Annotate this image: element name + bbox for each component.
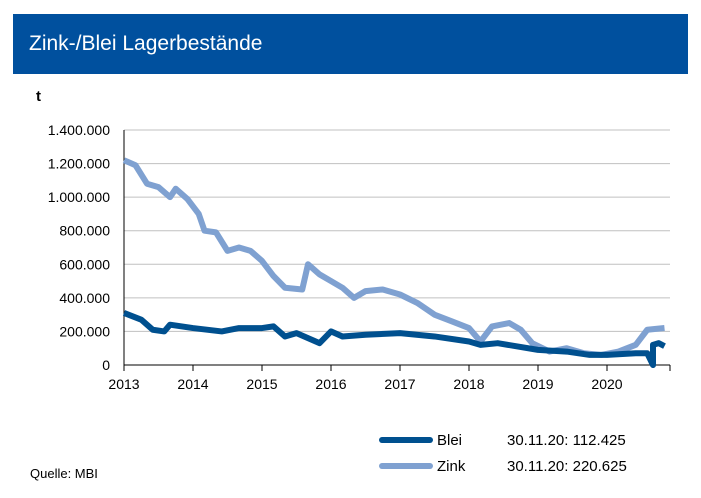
chart-title: Zink-/Blei Lagerbestände [29, 32, 263, 55]
legend-value-zink: 30.11.20: 220.625 [507, 458, 627, 475]
y-tick-label: 0 [102, 357, 110, 373]
y-axis-label: t [36, 88, 41, 105]
legend-label-blei: Blei [437, 432, 463, 449]
y-tick-label: 200.000 [59, 323, 110, 339]
y-tick-label: 400.000 [59, 290, 110, 306]
source-note: Quelle: MBI [30, 466, 98, 481]
series-line-zink [122, 157, 665, 358]
legend-label-zink: Zink [437, 458, 466, 475]
x-tick-label: 2019 [522, 376, 553, 392]
y-tick-label: 1.400.000 [48, 122, 110, 138]
y-tick-label: 800.000 [59, 223, 110, 239]
x-tick-label: 2014 [177, 376, 208, 392]
y-tick-label: 1.200.000 [48, 156, 110, 172]
header-bar: Zink-/Blei Lagerbestände [13, 14, 688, 74]
x-tick-label: 2015 [246, 376, 277, 392]
x-tick-label: 2020 [591, 376, 622, 392]
x-tick-label: 2018 [453, 376, 484, 392]
y-tick-label: 1.000.000 [48, 189, 110, 205]
series-line-blei [122, 310, 666, 368]
x-tick-label: 2013 [108, 376, 139, 392]
x-tick-label: 2016 [315, 376, 346, 392]
x-tick-label: 2017 [384, 376, 415, 392]
legend-value-blei: 30.11.20: 112.425 [507, 432, 626, 449]
y-tick-label: 600.000 [59, 256, 110, 272]
